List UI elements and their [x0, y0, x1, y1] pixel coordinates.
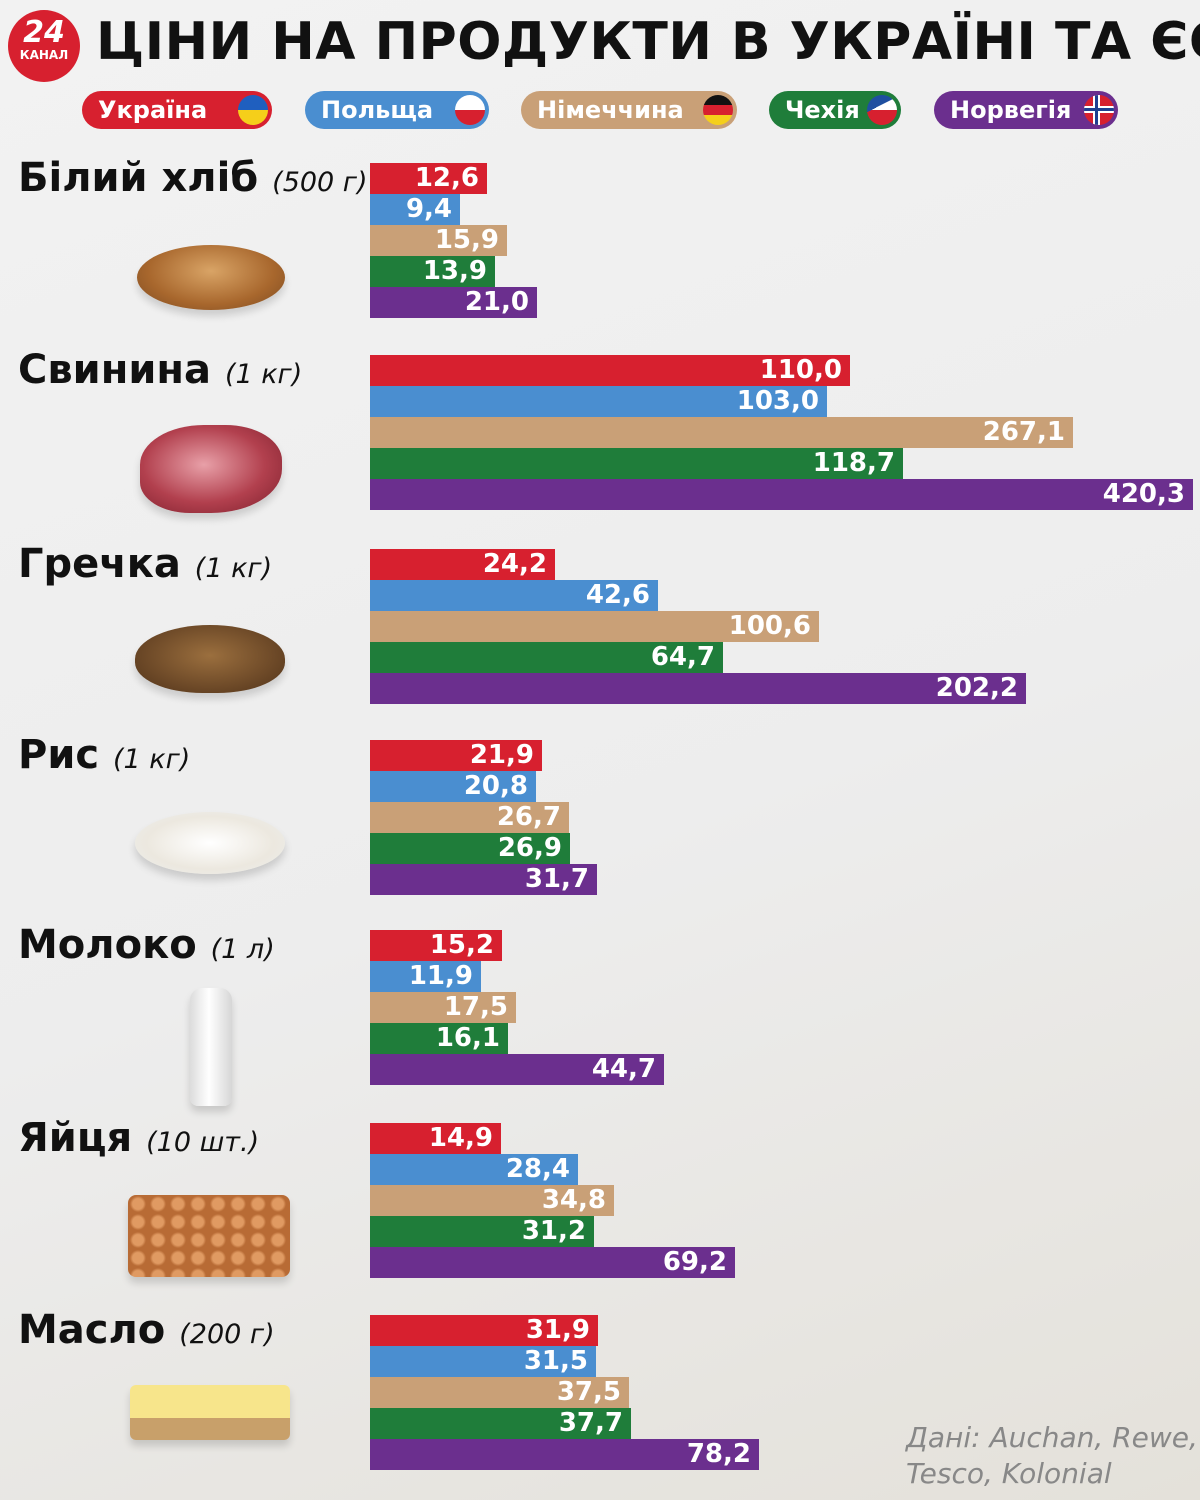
ukraine-flag-icon	[238, 95, 268, 125]
bar-butter-2: 37,5	[370, 1377, 629, 1408]
product-unit: (200 г)	[179, 1319, 275, 1350]
bar-eggs-1: 28,4	[370, 1154, 578, 1185]
bar-milk-1: 11,9	[370, 961, 481, 992]
product-name: Рис	[18, 732, 100, 778]
legend-label: Україна	[98, 96, 208, 124]
bar-bread-3: 13,9	[370, 256, 495, 287]
bar-eggs-0: 14,9	[370, 1123, 501, 1154]
poland-flag-icon	[455, 95, 485, 125]
bar-pork-1: 103,0	[370, 386, 827, 417]
legend-label: Норвегія	[950, 96, 1072, 124]
source-note: Дані: Auchan, Rewe, Tesco, Kolonial	[906, 1420, 1198, 1492]
product-name: Яйця	[18, 1115, 133, 1161]
bar-eggs-3: 31,2	[370, 1216, 594, 1247]
bar-rice-1: 20,8	[370, 771, 536, 802]
bar-buckwheat-1: 42,6	[370, 580, 658, 611]
bar-rice-3: 26,9	[370, 833, 570, 864]
product-name: Масло	[18, 1307, 166, 1353]
product-label: Гречка (1 кг)	[18, 541, 272, 587]
bar-bread-1: 9,4	[370, 194, 460, 225]
buckwheat-image	[135, 625, 285, 693]
bar-rice-2: 26,7	[370, 802, 569, 833]
channel-logo: 24 КАНАЛ	[8, 10, 80, 82]
product-unit: (10 шт.)	[146, 1127, 260, 1158]
product-label: Рис (1 кг)	[18, 732, 190, 778]
product-name: Гречка	[18, 541, 181, 587]
page-title: ЦІНИ НА ПРОДУКТИ В УКРАЇНІ ТА ЄС	[96, 12, 1200, 72]
legend-label: Німеччина	[537, 96, 684, 124]
source-line-1: Дані: Auchan, Rewe,	[906, 1421, 1198, 1454]
bar-butter-0: 31,9	[370, 1315, 598, 1346]
germany-flag-icon	[703, 95, 733, 125]
bar-pork-4: 420,3	[370, 479, 1193, 510]
norway-flag-icon	[1084, 95, 1114, 125]
bar-butter-4: 78,2	[370, 1439, 759, 1470]
rice-image	[135, 812, 285, 874]
product-unit: (500 г)	[272, 167, 368, 198]
bar-milk-0: 15,2	[370, 930, 502, 961]
bar-pork-2: 267,1	[370, 417, 1073, 448]
bar-buckwheat-3: 64,7	[370, 642, 723, 673]
legend-item-3: Чехія	[769, 91, 901, 129]
legend-item-2: Німеччина	[521, 91, 737, 129]
eggs-image	[128, 1195, 290, 1277]
bar-bread-0: 12,6	[370, 163, 487, 194]
butter-image	[130, 1385, 290, 1440]
legend-item-4: Норвегія	[934, 91, 1118, 129]
logo-text: КАНАЛ	[19, 48, 69, 62]
milk-image	[190, 988, 232, 1106]
bar-eggs-4: 69,2	[370, 1247, 735, 1278]
product-unit: (1 кг)	[194, 553, 273, 584]
bar-buckwheat-2: 100,6	[370, 611, 819, 642]
bar-eggs-2: 34,8	[370, 1185, 614, 1216]
bar-buckwheat-0: 24,2	[370, 549, 555, 580]
bar-bread-4: 21,0	[370, 287, 537, 318]
bar-pork-0: 110,0	[370, 355, 850, 386]
product-name: Молоко	[18, 922, 197, 968]
product-label: Масло (200 г)	[18, 1307, 275, 1353]
legend-label: Польща	[321, 96, 434, 124]
bar-butter-1: 31,5	[370, 1346, 596, 1377]
bar-rice-4: 31,7	[370, 864, 597, 895]
product-unit: (1 л)	[210, 934, 275, 965]
product-label: Молоко (1 л)	[18, 922, 275, 968]
source-line-2: Tesco, Kolonial	[906, 1457, 1112, 1490]
product-unit: (1 кг)	[113, 744, 191, 775]
bar-milk-3: 16,1	[370, 1023, 508, 1054]
product-unit: (1 кг)	[224, 359, 303, 390]
bar-buckwheat-4: 202,2	[370, 673, 1026, 704]
bar-pork-3: 118,7	[370, 448, 903, 479]
bar-butter-3: 37,7	[370, 1408, 631, 1439]
product-label: Свинина (1 кг)	[18, 347, 302, 393]
legend-item-0: Україна	[82, 91, 272, 129]
product-name: Білий хліб	[18, 155, 259, 201]
bar-milk-2: 17,5	[370, 992, 516, 1023]
product-label: Білий хліб (500 г)	[18, 155, 368, 201]
bread-image	[137, 245, 285, 310]
bar-rice-0: 21,9	[370, 740, 542, 771]
logo-number: 24	[23, 15, 65, 50]
bar-milk-4: 44,7	[370, 1054, 664, 1085]
product-name: Свинина	[18, 347, 211, 393]
czech-flag-icon	[867, 95, 897, 125]
bar-bread-2: 15,9	[370, 225, 507, 256]
legend-item-1: Польща	[305, 91, 489, 129]
legend-label: Чехія	[785, 96, 860, 124]
pork-image	[140, 425, 282, 513]
product-label: Яйця (10 шт.)	[18, 1115, 259, 1161]
